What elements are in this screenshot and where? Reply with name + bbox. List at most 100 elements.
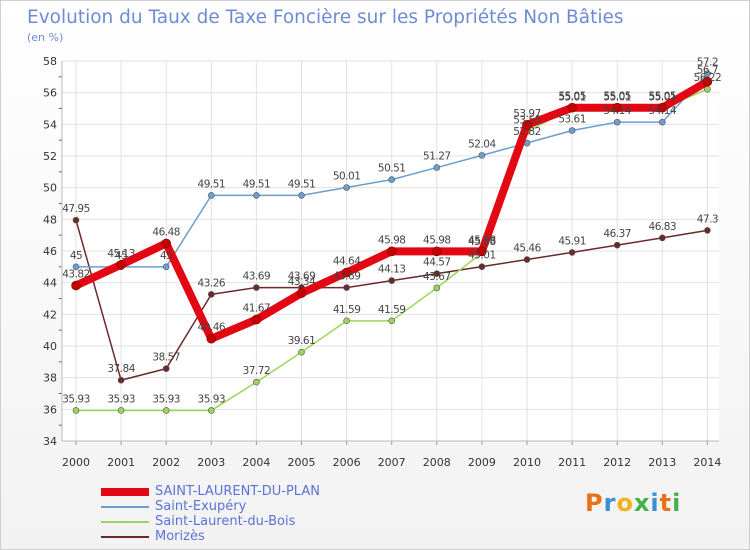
y-tick-label-44: 44 xyxy=(43,277,57,290)
series-0-point-2003 xyxy=(206,333,217,344)
series-3-point-2003 xyxy=(208,291,215,298)
series-1-point-2007 xyxy=(388,176,396,183)
series-3-label-2005: 43.69 xyxy=(288,271,316,283)
series-3-label-2004: 43.69 xyxy=(243,271,271,283)
series-3-point-2007 xyxy=(388,277,396,284)
legend-swatch-1 xyxy=(101,506,149,508)
series-1-label-2014: 57.2 xyxy=(697,57,718,69)
series-1-label-2009: 52.04 xyxy=(468,138,496,150)
x-tick-label-2002: 2002 xyxy=(152,456,180,469)
y-tick-label-58: 58 xyxy=(43,55,57,68)
series-0-point-2000 xyxy=(71,280,81,291)
series-0-point-2007 xyxy=(386,246,397,257)
series-1-label-2003: 49.51 xyxy=(198,178,226,190)
series-0-label-2000: 43.82 xyxy=(62,269,90,281)
legend-swatch-2 xyxy=(101,521,149,523)
series-0-label-2005: 43.34 xyxy=(288,276,316,288)
x-tick-label-2011: 2011 xyxy=(558,456,586,469)
series-2-label-2014: 56.22 xyxy=(694,72,722,84)
x-tick-label-2013: 2013 xyxy=(648,456,676,469)
series-0-label-2001: 45.13 xyxy=(107,248,135,260)
series-0-label-2003: 40.46 xyxy=(198,322,226,334)
series-3-label-2000: 47.95 xyxy=(62,203,90,215)
series-0-point-2013 xyxy=(657,102,668,113)
series-1-label-2000: 45 xyxy=(70,250,82,262)
y-tick-label-40: 40 xyxy=(43,340,57,353)
series-1 xyxy=(72,70,711,271)
y-tick-label-38: 38 xyxy=(43,372,57,385)
x-tick-label-2001: 2001 xyxy=(107,456,135,469)
series-1-label-2002: 45 xyxy=(160,250,172,262)
x-tick-label-2006: 2006 xyxy=(333,456,361,469)
series-2-label-2006: 41.59 xyxy=(333,304,361,316)
series-0-label-2011: 55.05 xyxy=(558,91,586,103)
series-3-point-2010 xyxy=(523,256,531,263)
series-3-label-2001: 37.84 xyxy=(107,363,135,375)
series-1-label-2006: 50.01 xyxy=(333,171,361,183)
series-2-point-2000 xyxy=(72,407,80,414)
series-3-point-2004 xyxy=(253,284,260,291)
series-3-point-2001 xyxy=(117,376,125,384)
series-2-label-2011: 55.01 xyxy=(558,91,586,103)
x-tick-label-2005: 2005 xyxy=(288,456,316,469)
series-1-point-2002 xyxy=(162,263,170,271)
series-0-point-2005 xyxy=(296,288,307,298)
legend-item-1[interactable]: Saint-Exupéry xyxy=(101,499,501,515)
series-0 xyxy=(71,76,713,344)
series-0-point-2008 xyxy=(431,246,442,257)
series-1-label-2008: 51.27 xyxy=(423,151,451,163)
series-1-point-2005 xyxy=(298,192,305,199)
series-1-label-2011: 53.61 xyxy=(558,114,586,126)
x-tick-label-2009: 2009 xyxy=(468,456,496,469)
x-axis-ticks: 2000 2001 2002 2003 2004 2005 2006 2007 2008 2009… xyxy=(62,456,721,469)
series-3-point-2000 xyxy=(72,216,80,224)
series-2-point-2006 xyxy=(343,317,350,325)
legend-label-0: SAINT-LAURENT-DU-PLAN xyxy=(155,484,320,499)
x-tick-label-2008: 2008 xyxy=(423,456,451,469)
x-tick-label-2007: 2007 xyxy=(378,456,406,469)
series-1-point-2003 xyxy=(208,192,215,199)
series-1-point-2011 xyxy=(568,127,576,134)
series-2-point-2007 xyxy=(388,317,396,325)
series-0-label-2013: 55.05 xyxy=(649,91,677,103)
series-2-label-2007: 41.59 xyxy=(378,304,406,316)
x-tick-label-2004: 2004 xyxy=(242,456,270,469)
series-1-point-2006 xyxy=(343,184,350,191)
series-0-point-2009 xyxy=(477,246,487,257)
series-2-point-2002 xyxy=(162,407,170,414)
series-2-label-2000: 35.93 xyxy=(62,393,90,405)
logo-letter-0: P xyxy=(585,489,604,517)
series-1-label-2004: 49.51 xyxy=(243,178,271,190)
series-3-label-2011: 45.91 xyxy=(558,235,586,247)
series-2-label-2008: 43.67 xyxy=(423,271,451,283)
y-tick-label-54: 54 xyxy=(43,118,57,131)
legend-label-2: Saint-Laurent-du-Bois xyxy=(155,514,296,529)
series-lines xyxy=(71,70,713,414)
series-3-point-2013 xyxy=(658,234,666,242)
legend-swatch-3 xyxy=(101,536,149,538)
legend: SAINT-LAURENT-DU-PLAN Saint-Exupéry Sain… xyxy=(101,484,501,545)
logo-letter-5: t xyxy=(659,489,673,517)
series-3-point-2011 xyxy=(568,249,576,256)
chart-subtitle: (en %) xyxy=(27,31,64,44)
legend-item-2[interactable]: Saint-Laurent-du-Bois xyxy=(101,514,501,530)
series-1-label-2007: 50.51 xyxy=(378,163,406,175)
series-0-label-2009: 45.98 xyxy=(468,234,496,246)
y-tick-label-48: 48 xyxy=(43,213,57,226)
series-1-point-2004 xyxy=(253,192,260,199)
legend-item-3[interactable]: Morizès xyxy=(101,529,501,545)
series-0-label-2002: 46.48 xyxy=(152,226,180,238)
y-tick-label-42: 42 xyxy=(43,308,57,321)
logo-letter-4: i xyxy=(650,489,660,517)
series-1-label-2001: 45 xyxy=(115,250,127,262)
series-1-point-2008 xyxy=(433,164,441,171)
legend-item-0[interactable]: SAINT-LAURENT-DU-PLAN xyxy=(101,484,501,500)
axes xyxy=(59,61,719,445)
x-tick-label-2012: 2012 xyxy=(603,456,631,469)
data-labels: 45 45 45 49.51 49.51 49.51 50.01 50.51 51.27 52.0… xyxy=(62,57,721,406)
logo-letter-6: i xyxy=(672,489,682,517)
series-3-point-2014 xyxy=(704,227,711,234)
series-2-point-2004 xyxy=(253,378,260,386)
series-2-label-2009: 45.88 xyxy=(468,236,496,248)
